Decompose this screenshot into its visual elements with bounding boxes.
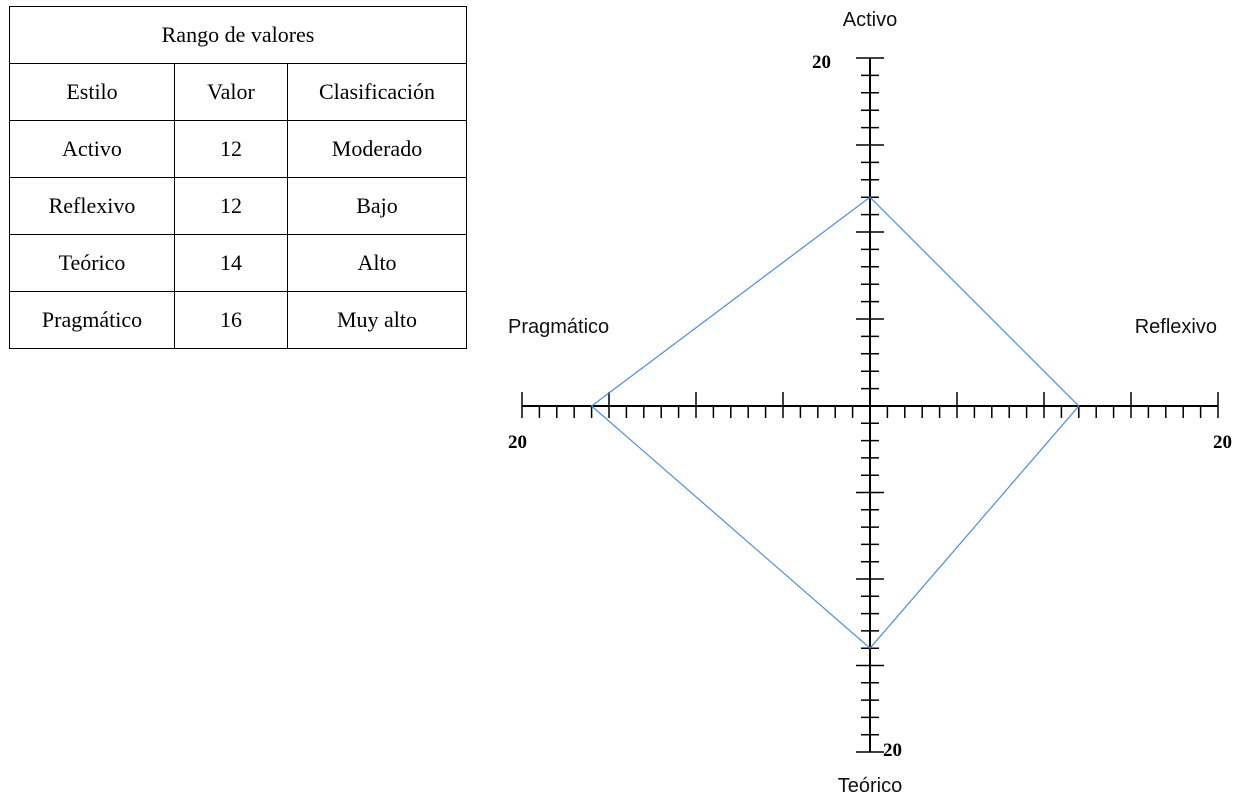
table-row: Teórico 14 Alto [9, 234, 467, 292]
table-title: Rango de valores [9, 6, 467, 64]
cell-clasificacion: Moderado [287, 120, 467, 178]
cell-estilo: Pragmático [9, 291, 175, 349]
cell-valor: 12 [174, 120, 288, 178]
axes-layer [522, 58, 1218, 752]
table-header-row: Estilo Valor Clasificación [9, 63, 467, 121]
cell-valor: 12 [174, 177, 288, 235]
axis-label-activo: Activo [843, 9, 897, 31]
axis-label-reflexivo: Reflexivo [1135, 316, 1217, 338]
ticks-layer [521, 57, 1219, 753]
cell-clasificacion: Muy alto [287, 291, 467, 349]
tick-label-teorico-max: 20 [883, 740, 902, 761]
table-row: Pragmático 16 Muy alto [9, 291, 467, 349]
tick-label-pragmatico-max: 20 [508, 432, 527, 453]
cell-estilo: Teórico [9, 234, 175, 292]
cell-estilo: Reflexivo [9, 177, 175, 235]
cell-valor: 16 [174, 291, 288, 349]
cell-valor: 14 [174, 234, 288, 292]
header-estilo: Estilo [9, 63, 175, 121]
value-polygon [590, 196, 1080, 650]
tick-label-reflexivo-max: 20 [1213, 432, 1232, 453]
cell-clasificacion: Bajo [287, 177, 467, 235]
header-clasificacion: Clasificación [287, 63, 467, 121]
cell-estilo: Activo [9, 120, 175, 178]
values-table: Rango de valores Estilo Valor Clasificac… [9, 6, 467, 349]
axis-label-teorico: Teórico [838, 775, 902, 797]
table-row: Reflexivo 12 Bajo [9, 177, 467, 235]
radar-chart: Activo Reflexivo Teórico Pragmático 20 2… [508, 9, 1232, 797]
axis-label-pragmatico: Pragmático [508, 316, 609, 338]
header-valor: Valor [174, 63, 288, 121]
cell-clasificacion: Alto [287, 234, 467, 292]
tick-label-activo-max: 20 [812, 52, 831, 73]
table-row: Activo 12 Moderado [9, 120, 467, 178]
